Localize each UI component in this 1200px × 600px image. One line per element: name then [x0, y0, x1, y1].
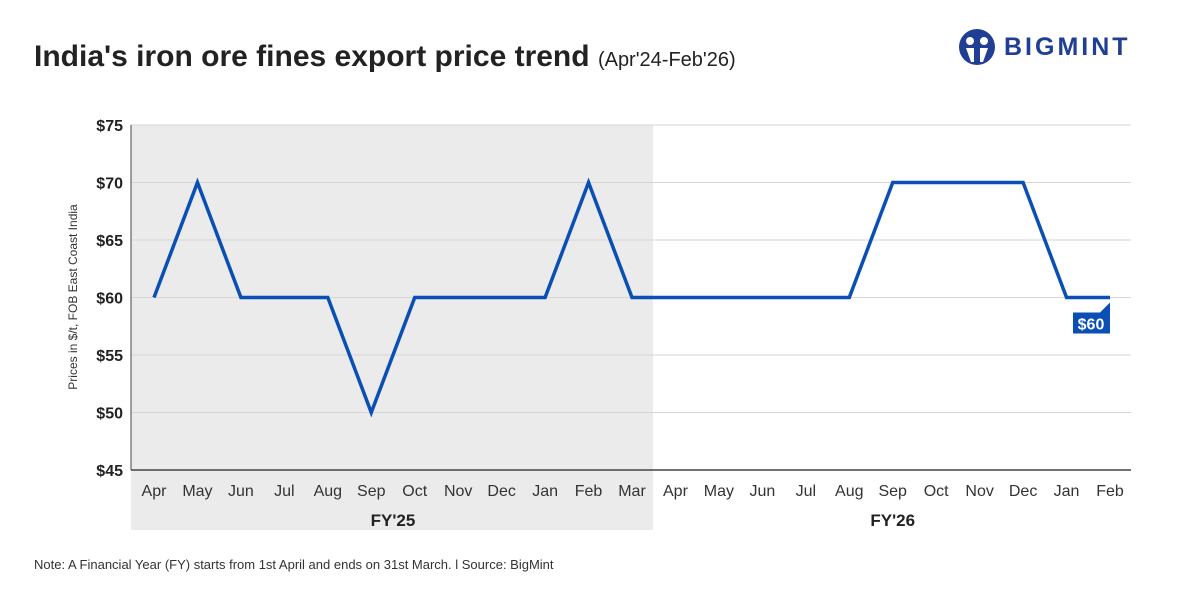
x-tick-label: Nov: [444, 483, 472, 500]
chart-title: India's iron ore fines export price tren…: [34, 40, 736, 73]
logo-icon: [959, 29, 995, 65]
last-value-badge: [1073, 302, 1110, 334]
x-tick-label: Apr: [142, 483, 168, 500]
group-label: FY'25: [371, 511, 416, 530]
y-tick-label: $75: [96, 118, 123, 135]
x-tick-label: Feb: [1096, 483, 1124, 500]
y-tick-label: $65: [96, 233, 123, 250]
last-value-label: $60: [1078, 317, 1105, 334]
y-tick-label: $70: [96, 176, 123, 193]
y-tick-label: $60: [96, 291, 123, 308]
x-tick-label: Jul: [796, 483, 816, 500]
x-tick-label: Jan: [532, 483, 558, 500]
x-tick-label: May: [182, 483, 212, 500]
x-tick-label: Oct: [924, 483, 949, 500]
bigmint-logo: BIGMINT: [958, 28, 1131, 66]
x-tick-label: Jul: [274, 483, 294, 500]
x-tick-label: Sep: [878, 483, 907, 500]
x-tick-label: Mar: [618, 483, 646, 500]
x-tick-label: Dec: [487, 483, 515, 500]
y-tick-label: $55: [96, 348, 123, 365]
y-axis-label: Prices in $/t, FOB East Coast India: [66, 204, 80, 390]
fy25-shade: [131, 125, 653, 530]
x-tick-label: Apr: [663, 483, 689, 500]
x-tick-label: Aug: [314, 483, 342, 500]
group-label: FY'26: [870, 511, 915, 530]
x-tick-label: Feb: [575, 483, 603, 500]
x-tick-label: Jan: [1054, 483, 1080, 500]
x-tick-label: Jun: [749, 483, 775, 500]
chart-subtitle: (Apr'24-Feb'26): [597, 49, 736, 71]
footnote: Note: A Financial Year (FY) starts from …: [34, 557, 554, 572]
x-tick-label: Nov: [965, 483, 993, 500]
y-tick-label: $45: [96, 463, 123, 480]
y-tick-label: $50: [96, 406, 123, 423]
x-tick-label: Oct: [402, 483, 427, 500]
x-tick-label: Aug: [835, 483, 863, 500]
x-tick-label: Sep: [357, 483, 386, 500]
x-tick-label: May: [704, 483, 734, 500]
x-tick-label: Jun: [228, 483, 254, 500]
x-tick-label: Dec: [1009, 483, 1037, 500]
